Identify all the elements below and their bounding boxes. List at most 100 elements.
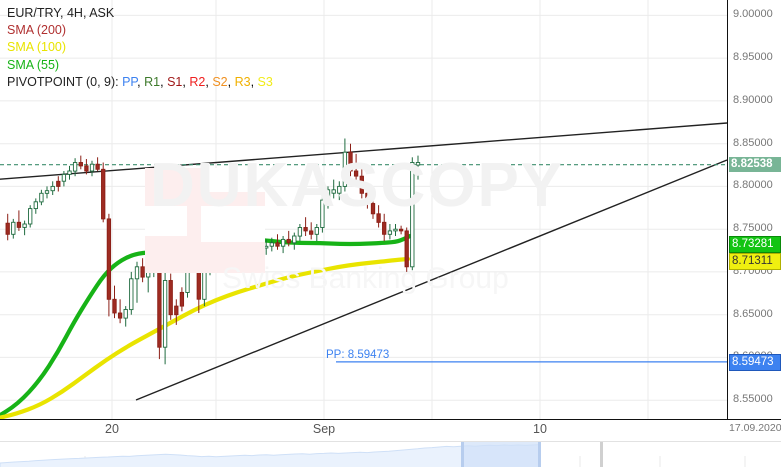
candle-body (61, 173, 67, 182)
pivot-pp-annotation: PP: 8.59473 (326, 348, 390, 361)
legend-pivot-s1[interactable]: S1 (167, 74, 183, 89)
candle-body (84, 165, 89, 172)
candle-body (213, 249, 218, 263)
legend-sma200-label: SMA (200) (7, 23, 67, 38)
candle-body (320, 199, 325, 228)
candle-body (101, 168, 106, 220)
legend-pivot-levels: PP, R1, S1, R2, S2, R3, S3 (122, 74, 273, 89)
time-axis[interactable]: 20 Sep 10 17.09.2020 (0, 419, 781, 441)
candle-body (78, 162, 83, 167)
candle-body (365, 192, 370, 205)
candle-body (247, 240, 252, 254)
candle-body (309, 230, 314, 235)
candle-body (191, 257, 196, 266)
candle-body (202, 271, 207, 300)
candle-body (292, 235, 297, 244)
timeline-overview[interactable] (0, 441, 781, 467)
candle-body (157, 268, 162, 348)
candle-body (151, 268, 156, 273)
candle-body (28, 208, 33, 225)
legend-sma55-row[interactable]: SMA (55) (7, 57, 273, 74)
candle-body (207, 249, 213, 273)
candle-body (89, 163, 95, 172)
candle-body (16, 221, 22, 228)
candle-body (398, 228, 404, 232)
legend-sma100-label: SMA (100) (7, 40, 67, 55)
price-tick-label: 9.00000 (733, 8, 773, 21)
candle-body (134, 266, 140, 280)
overview-canvas (0, 442, 746, 467)
candle-body (179, 291, 185, 307)
legend-pivot-s2[interactable]: S2 (212, 74, 228, 89)
candle-body (241, 223, 246, 242)
candle-body (117, 312, 123, 319)
candle-body (22, 223, 27, 228)
legend-pivot-r2[interactable]: R2 (189, 74, 206, 89)
candle-body (106, 218, 112, 300)
price-chart-plot[interactable]: DUKASCOPY Swiss Banking Group PP: 8.5947… (0, 0, 727, 419)
overview-area (0, 444, 541, 467)
candle-body (280, 238, 286, 247)
price-tick-label: 8.85000 (733, 136, 773, 149)
candle-body (382, 221, 387, 235)
candle-body (325, 189, 331, 201)
candle-body (123, 309, 128, 319)
upper-trendline (0, 122, 727, 180)
candle-body (353, 170, 359, 177)
candle-body (337, 185, 342, 194)
candle-body (168, 280, 173, 316)
candle-body (410, 162, 415, 268)
legend-pivotpoint-row[interactable]: PIVOTPOINT (0, 9): PP, R1, S1, R2, S2, R… (7, 74, 273, 91)
candle-body (174, 305, 179, 316)
candle-body (162, 280, 168, 348)
price-tick-label: 8.75000 (733, 222, 773, 235)
price-badge-sma55[interactable]: 8.73281 (729, 235, 781, 253)
candle-body (50, 185, 55, 192)
overview-handle-left[interactable] (461, 442, 464, 467)
candle-body (11, 221, 16, 235)
overview-selection[interactable] (463, 442, 540, 467)
price-tick-label: 8.90000 (733, 93, 773, 106)
legend-symbol-row: EUR/TRY, 4H, ASK (7, 5, 273, 22)
candle-body (219, 245, 224, 263)
candle-body (112, 298, 117, 314)
candle-body (196, 257, 201, 300)
candle-body (393, 228, 398, 232)
candle-body (348, 151, 353, 172)
candle-body (185, 264, 190, 293)
candle-body (404, 230, 409, 268)
legend-sma100-row[interactable]: SMA (100) (7, 39, 273, 56)
price-tick-label: 8.65000 (733, 307, 773, 320)
legend-pivot-r3[interactable]: R3 (234, 74, 251, 89)
candle-body (359, 175, 364, 194)
candle-body (342, 151, 348, 187)
candle-body (297, 227, 303, 237)
candle-body (252, 242, 258, 254)
price-badge-pivot-pp[interactable]: 8.59473 (729, 353, 781, 371)
price-tick-label: 8.95000 (733, 51, 773, 64)
candle-body (370, 203, 376, 215)
price-axis[interactable]: 9.00000 8.95000 8.90000 8.85000 8.80000 8.750… (727, 0, 781, 419)
chart-legend: EUR/TRY, 4H, ASK SMA (200) SMA (100) SMA… (7, 5, 273, 91)
candle-body (314, 227, 319, 235)
rising-trendline (135, 159, 727, 401)
legend-sma55-label: SMA (55) (7, 57, 60, 72)
candle-body (39, 192, 44, 203)
candle-body (387, 230, 393, 235)
candle-body (72, 162, 78, 172)
legend-sma200-row[interactable]: SMA (200) (7, 22, 273, 39)
overview-handle-right[interactable] (538, 442, 541, 467)
legend-pivot-s3[interactable]: S3 (257, 74, 273, 89)
candle-body (269, 242, 274, 247)
legend-pivot-pp[interactable]: PP (122, 74, 138, 89)
price-badge-last-price[interactable]: 8.82538 (729, 156, 781, 172)
candle-body (140, 266, 145, 278)
candle-body (224, 221, 230, 247)
legend-pivot-r1[interactable]: R1 (144, 74, 161, 89)
price-badge-sma100[interactable]: 8.71311 (729, 252, 781, 270)
candle-body (95, 163, 100, 170)
candle-body (331, 189, 336, 194)
candle-body (33, 201, 38, 210)
candle-body (129, 278, 134, 311)
